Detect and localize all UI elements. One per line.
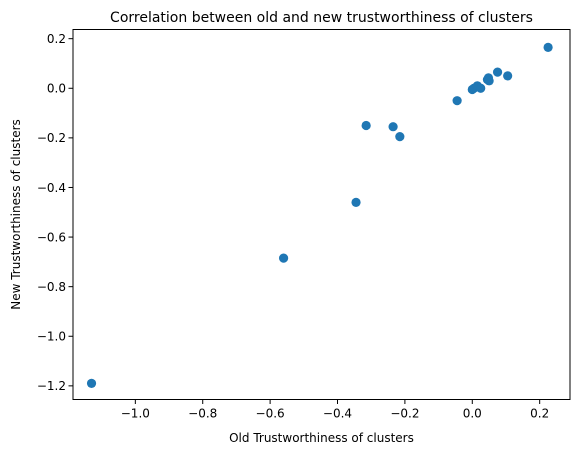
data-point xyxy=(476,83,486,93)
points-layer xyxy=(86,42,553,388)
y-tick-label: 0.2 xyxy=(47,32,66,46)
chart-title: Correlation between old and new trustwor… xyxy=(110,10,533,26)
x-tick-label: −0.4 xyxy=(323,407,352,421)
data-point xyxy=(492,67,503,77)
x-tick-label: −0.8 xyxy=(188,407,217,421)
y-tick-label: −0.8 xyxy=(37,280,66,294)
x-tick-label: −0.2 xyxy=(390,407,419,421)
x-tick-label: 0.2 xyxy=(530,407,549,421)
data-point xyxy=(351,197,361,207)
y-tick-label: −0.2 xyxy=(37,131,66,145)
y-axis: 0.2 0.0 −0.2 −0.4 −0.6 −0.8 −1.0 −1.2 xyxy=(37,32,73,393)
x-tick-label: 0.0 xyxy=(463,407,482,421)
x-axis-label: Old Trustworthiness of clusters xyxy=(229,431,414,445)
data-point xyxy=(395,132,405,142)
data-point xyxy=(86,378,97,388)
plot-frame xyxy=(72,29,571,400)
x-tick-label: −0.6 xyxy=(256,407,285,421)
y-tick-label: −1.0 xyxy=(37,330,66,344)
data-point xyxy=(388,122,398,132)
data-point xyxy=(503,71,513,81)
y-tick-label: −0.6 xyxy=(37,230,66,244)
data-point xyxy=(361,120,371,131)
x-axis: −1.0 −0.8 −0.6 −0.4 −0.2 0.0 0.2 xyxy=(121,399,549,421)
x-tick-label: −1.0 xyxy=(121,407,150,421)
y-axis-label: New Trustworthiness of clusters xyxy=(9,119,23,310)
data-point xyxy=(543,42,553,52)
data-point xyxy=(452,96,462,106)
y-tick-label: −1.2 xyxy=(37,379,66,393)
y-tick-label: 0.0 xyxy=(47,82,66,96)
data-point xyxy=(484,76,494,86)
y-tick-label: −0.4 xyxy=(37,181,66,195)
data-point xyxy=(278,253,289,263)
